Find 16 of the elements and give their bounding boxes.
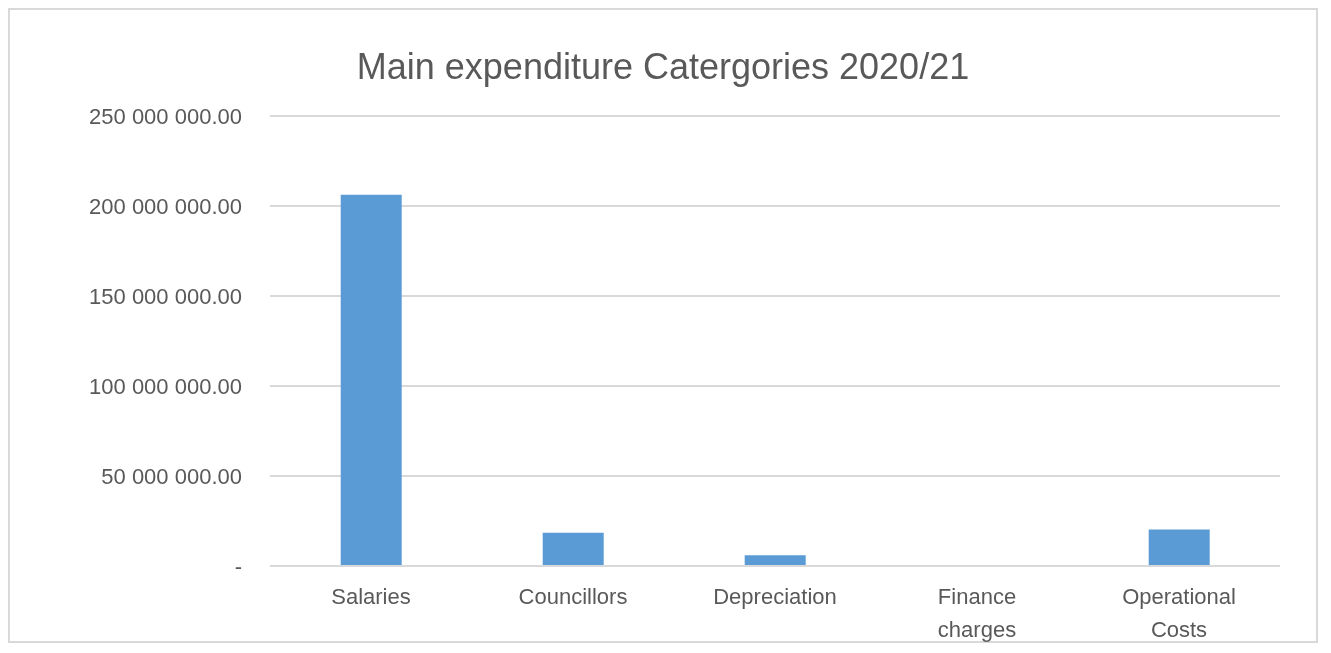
y-tick-label: 200 000 000.00 — [89, 193, 242, 219]
bar — [340, 194, 402, 566]
x-tick-label: Depreciation — [713, 584, 837, 609]
bar — [744, 555, 806, 566]
y-tick-label: 100 000 000.00 — [89, 373, 242, 399]
x-tick-label: Salaries — [331, 584, 411, 609]
y-tick-label: 250 000 000.00 — [89, 103, 242, 129]
bar — [542, 532, 604, 566]
y-tick-label: 50 000 000.00 — [101, 463, 242, 489]
bar — [1148, 529, 1210, 566]
x-tick-label: Finance charges — [937, 584, 1017, 642]
chart-title: Main expenditure Catergories 2020/21 — [356, 46, 970, 87]
y-tick-label: - — [234, 553, 242, 579]
x-tick-label: Councillors — [518, 584, 628, 609]
x-tick-label: Operational Costs — [1122, 584, 1236, 642]
y-tick-label: 150 000 000.00 — [89, 283, 242, 309]
